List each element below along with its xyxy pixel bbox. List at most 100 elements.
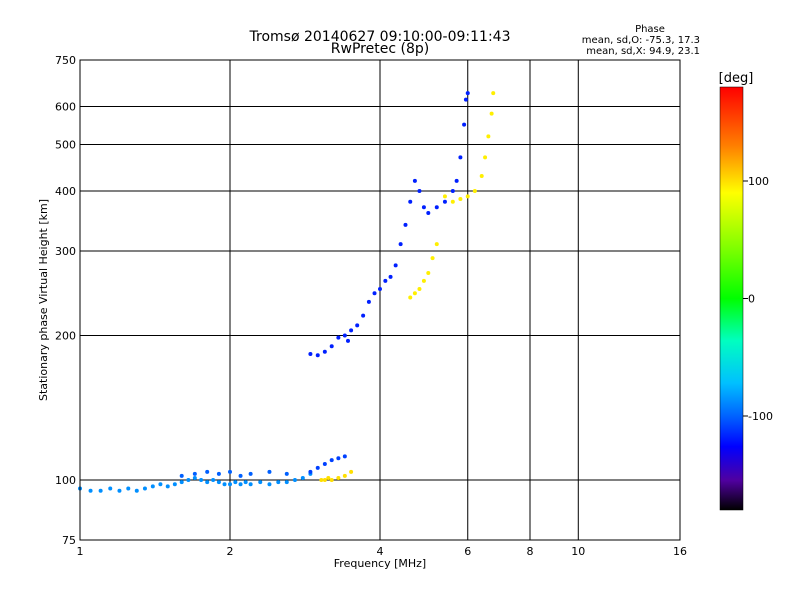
data-point — [248, 482, 253, 487]
data-point — [462, 122, 467, 127]
data-point — [98, 488, 103, 493]
data-point — [417, 189, 422, 194]
y-axis-ticks: 75 100 200 300 400 500 600 750 — [55, 54, 76, 547]
x-tick-label: 2 — [227, 545, 234, 558]
data-point — [150, 484, 155, 489]
x-axis-label: Frequency [MHz] — [334, 557, 426, 570]
colorbar-gradient — [719, 86, 744, 511]
data-point — [211, 478, 216, 483]
x-tick-label: 4 — [377, 545, 384, 558]
data-point — [372, 291, 377, 296]
data-point — [243, 480, 248, 485]
data-point — [192, 471, 197, 476]
data-point — [336, 475, 341, 480]
data-point — [329, 344, 334, 349]
data-point — [179, 473, 184, 478]
colorbar-tick-label: -100 — [748, 410, 773, 423]
data-point — [108, 486, 113, 491]
data-point — [216, 480, 221, 485]
data-point — [366, 299, 371, 304]
data-point — [88, 488, 93, 493]
data-point — [300, 475, 305, 480]
data-point — [336, 456, 341, 461]
chart-title: Tromsø 20140627 09:10:00-09:11:43 — [249, 29, 511, 45]
data-point — [450, 189, 455, 194]
data-point — [126, 486, 131, 491]
data-point — [412, 291, 417, 296]
data-point — [342, 333, 347, 338]
y-axis-label: Stationary phase Virtual Height [km] — [37, 199, 50, 401]
data-point — [442, 199, 447, 204]
y-tick-label: 750 — [55, 54, 76, 67]
data-point — [205, 469, 210, 474]
y-tick-label: 300 — [55, 245, 76, 258]
data-point — [284, 471, 289, 476]
data-point — [465, 194, 470, 199]
data-point — [179, 480, 184, 485]
data-point — [228, 469, 232, 474]
phase-stats-x: mean, sd,X: 94.9, 23.1 — [586, 46, 700, 57]
data-point — [458, 197, 463, 202]
data-point — [355, 323, 360, 328]
y-tick-label: 200 — [55, 330, 76, 343]
data-point — [134, 488, 139, 493]
data-point — [267, 482, 272, 487]
data-point — [238, 473, 243, 478]
data-point — [342, 454, 347, 459]
data-point — [329, 458, 334, 463]
data-point — [329, 478, 334, 483]
y-tick-label: 600 — [55, 101, 76, 114]
data-point — [233, 480, 238, 485]
data-point — [483, 155, 488, 160]
x-tick-label: 6 — [464, 545, 471, 558]
data-point — [172, 482, 177, 487]
data-point — [315, 465, 320, 470]
data-point — [398, 242, 403, 247]
data-point — [489, 111, 494, 116]
colorbar-ticks: 100 0 -100 — [743, 175, 773, 423]
data-point — [322, 478, 327, 483]
data-point — [454, 178, 459, 183]
data-point — [442, 194, 447, 199]
data-point — [205, 480, 210, 485]
data-point — [292, 478, 297, 483]
data-point — [165, 484, 170, 489]
y-tick-label: 400 — [55, 185, 76, 198]
plot-frame — [79, 59, 681, 541]
data-point — [388, 274, 393, 279]
data-point — [421, 205, 426, 210]
data-point — [336, 335, 341, 340]
data-point — [426, 270, 431, 275]
data-point — [319, 478, 324, 483]
data-point — [258, 480, 263, 485]
data-point — [434, 242, 439, 247]
data-point — [417, 287, 422, 292]
data-point — [228, 482, 232, 487]
data-point — [142, 486, 147, 491]
data-point — [403, 222, 408, 227]
data-point — [378, 287, 382, 292]
colorbar: [deg] 100 0 -100 — [719, 71, 773, 511]
data-point — [486, 134, 491, 139]
colorbar-label: [deg] — [719, 71, 754, 86]
data-point — [450, 199, 455, 204]
data-point — [434, 205, 439, 210]
data-point — [248, 471, 253, 476]
data-point — [192, 475, 197, 480]
data-point — [186, 478, 191, 483]
phase-stats-title: Phase — [635, 24, 665, 35]
data-point — [308, 352, 313, 357]
chart-subtitle: RwPretec (8p) — [331, 41, 429, 57]
data-point — [117, 488, 122, 493]
data-point — [267, 469, 272, 474]
data-point — [158, 482, 163, 487]
grid-lines — [80, 60, 680, 540]
data-points — [78, 91, 496, 493]
data-point — [430, 256, 435, 261]
y-tick-label: 75 — [62, 534, 76, 547]
data-point — [472, 189, 477, 194]
data-point — [408, 295, 413, 300]
data-point — [479, 173, 484, 178]
